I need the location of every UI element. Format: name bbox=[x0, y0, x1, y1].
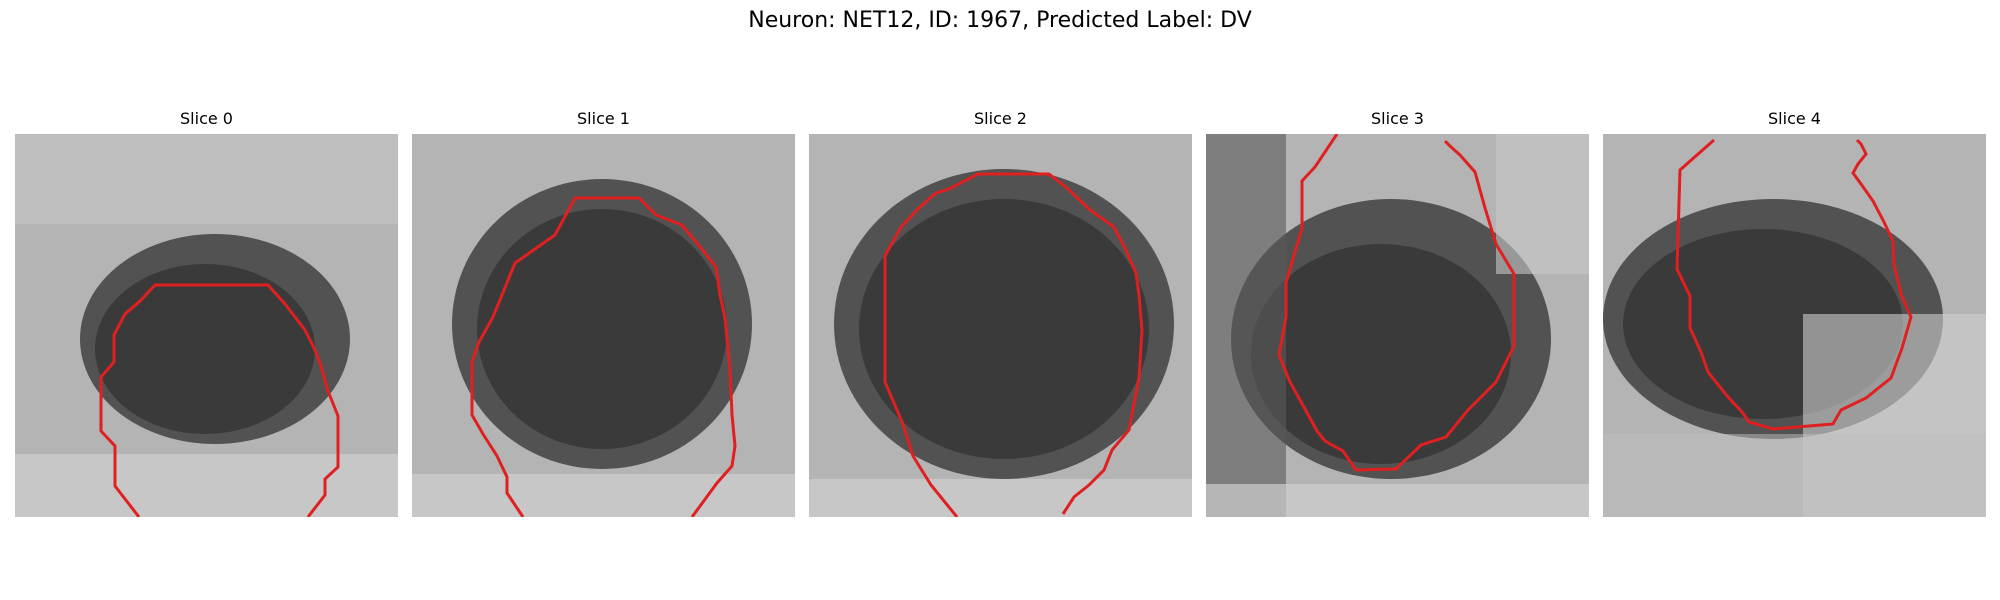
slice-panel-0: Slice 0 bbox=[15, 104, 398, 519]
slice-panel-3: Slice 3 bbox=[1206, 104, 1589, 519]
slice-panel-1: Slice 1 bbox=[412, 104, 795, 519]
slice-title-1: Slice 1 bbox=[577, 109, 630, 128]
slice-image-2 bbox=[809, 134, 1192, 517]
contour-line bbox=[99, 283, 340, 517]
slice-title-4: Slice 4 bbox=[1768, 109, 1821, 128]
contour-line bbox=[470, 196, 737, 517]
contour-line bbox=[883, 172, 1144, 517]
slice-title-0: Slice 0 bbox=[180, 109, 233, 128]
slice-panel-4: Slice 4 bbox=[1603, 104, 1986, 519]
figure-title: Neuron: NET12, ID: 1967, Predicted Label… bbox=[748, 8, 1252, 33]
slice-title-3: Slice 3 bbox=[1371, 109, 1424, 128]
slice-image-4 bbox=[1603, 134, 1986, 517]
slice-panel-2: Slice 2 bbox=[809, 104, 1192, 519]
slice-image-0 bbox=[15, 134, 398, 517]
slice-image-3 bbox=[1206, 134, 1589, 517]
slice-title-2: Slice 2 bbox=[974, 109, 1027, 128]
contour-line bbox=[1277, 134, 1516, 472]
contour-line bbox=[1675, 138, 1913, 431]
slice-image-1 bbox=[412, 134, 795, 517]
